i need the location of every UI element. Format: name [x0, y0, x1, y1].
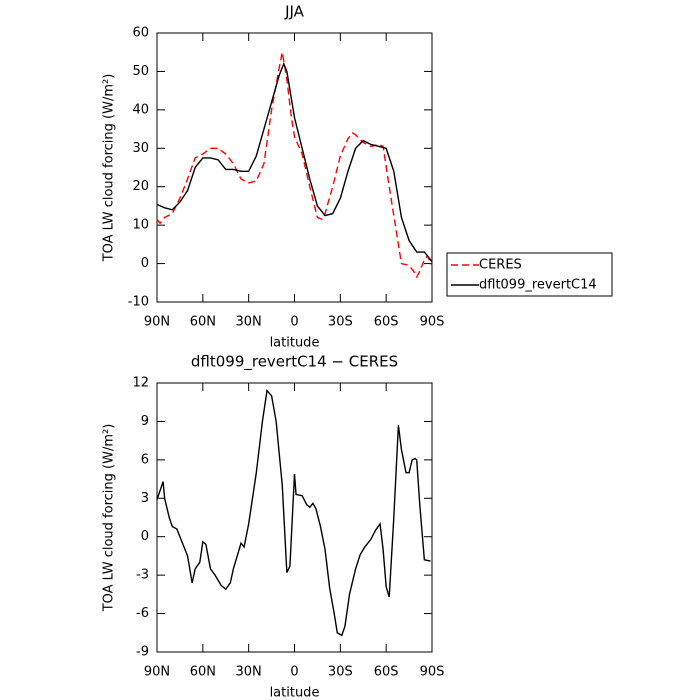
x-axis-label: latitude [270, 336, 320, 351]
legend-label: CERES [479, 258, 522, 273]
legend-box [446, 252, 613, 297]
x-tick-label: 60S [374, 665, 399, 680]
x-tick-label: 0 [290, 665, 298, 680]
x-axis-label: latitude [270, 686, 320, 700]
y-tick-label: 0 [141, 529, 149, 544]
x-tick-label: 30N [236, 315, 262, 330]
y-tick-label: 6 [141, 452, 149, 467]
x-tick-label: 90N [144, 315, 170, 330]
y-tick-label: -3 [136, 568, 149, 583]
y-tick-label: 0 [141, 256, 149, 271]
data-line [156, 52, 433, 279]
y-tick-label: 10 [132, 218, 149, 233]
x-tick-label: 60S [374, 315, 399, 330]
y-tick-label: 3 [141, 491, 149, 506]
x-tick-label: 30S [328, 315, 353, 330]
x-tick-label: 60N [190, 665, 216, 680]
y-tick-label: 60 [132, 26, 149, 41]
y-tick-label: 9 [141, 414, 149, 429]
y-tick-label: -10 [128, 295, 149, 310]
chart-title: JJA [284, 3, 305, 21]
x-tick-label: 60N [190, 315, 216, 330]
data-line [156, 61, 433, 263]
y-tick-label: -9 [136, 645, 149, 660]
y-tick-label: 20 [132, 179, 149, 194]
x-tick-label: 30N [236, 665, 262, 680]
y-tick-label: -6 [136, 606, 149, 621]
legend-label: dflt099_revertC14 [479, 278, 597, 293]
x-tick-label: 0 [290, 315, 298, 330]
x-tick-label: 90N [144, 665, 170, 680]
data-line [156, 389, 431, 637]
plot-frame [156, 382, 433, 653]
y-axis-label: TOA LW cloud forcing (W/m²) [102, 424, 117, 613]
x-tick-label: 90S [420, 315, 445, 330]
chart-title: dflt099_revertC14 − CERES [191, 353, 398, 372]
x-tick-label: 30S [328, 665, 353, 680]
y-axis-label: TOA LW cloud forcing (W/m²) [102, 74, 117, 263]
plot-frame [156, 32, 433, 303]
y-tick-label: 50 [132, 64, 149, 79]
y-tick-label: 40 [132, 102, 149, 117]
y-tick-label: 30 [132, 141, 149, 156]
x-tick-label: 90S [420, 665, 445, 680]
y-tick-label: 12 [132, 376, 149, 391]
